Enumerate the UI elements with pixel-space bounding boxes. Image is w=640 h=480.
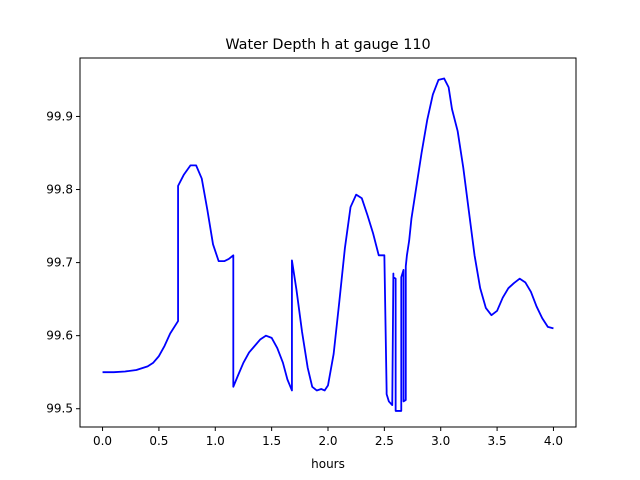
series-line bbox=[102, 77, 554, 412]
x-tick-label: 0.5 bbox=[149, 434, 168, 448]
x-tick-label: 2.0 bbox=[318, 434, 337, 448]
x-axis-label: hours bbox=[311, 457, 345, 471]
y-tick-label: 99.7 bbox=[46, 256, 73, 270]
y-tick-label: 99.8 bbox=[46, 183, 73, 197]
x-tick-label: 0.0 bbox=[93, 434, 112, 448]
y-tick-label: 99.6 bbox=[46, 329, 73, 343]
x-tick-label: 1.5 bbox=[262, 434, 281, 448]
y-tick-label: 99.9 bbox=[46, 109, 73, 123]
plot-frame bbox=[79, 57, 577, 428]
y-axis: 99.5 99.6 99.7 99.8 99.9 bbox=[46, 109, 80, 416]
x-tick-label: 3.0 bbox=[431, 434, 450, 448]
plot-area: 0.0 0.5 1.0 1.5 2.0 2.5 3.0 3.5 4.0 99.5 99.6 99.7… bbox=[46, 57, 577, 448]
x-tick-label: 2.5 bbox=[375, 434, 394, 448]
x-tick-label: 3.5 bbox=[488, 434, 507, 448]
x-axis: 0.0 0.5 1.0 1.5 2.0 2.5 3.0 3.5 4.0 bbox=[93, 427, 563, 448]
chart-title: Water Depth h at gauge 110 bbox=[225, 37, 430, 53]
x-tick-label: 4.0 bbox=[544, 434, 563, 448]
x-tick-label: 1.0 bbox=[206, 434, 225, 448]
y-tick-label: 99.5 bbox=[46, 402, 73, 416]
